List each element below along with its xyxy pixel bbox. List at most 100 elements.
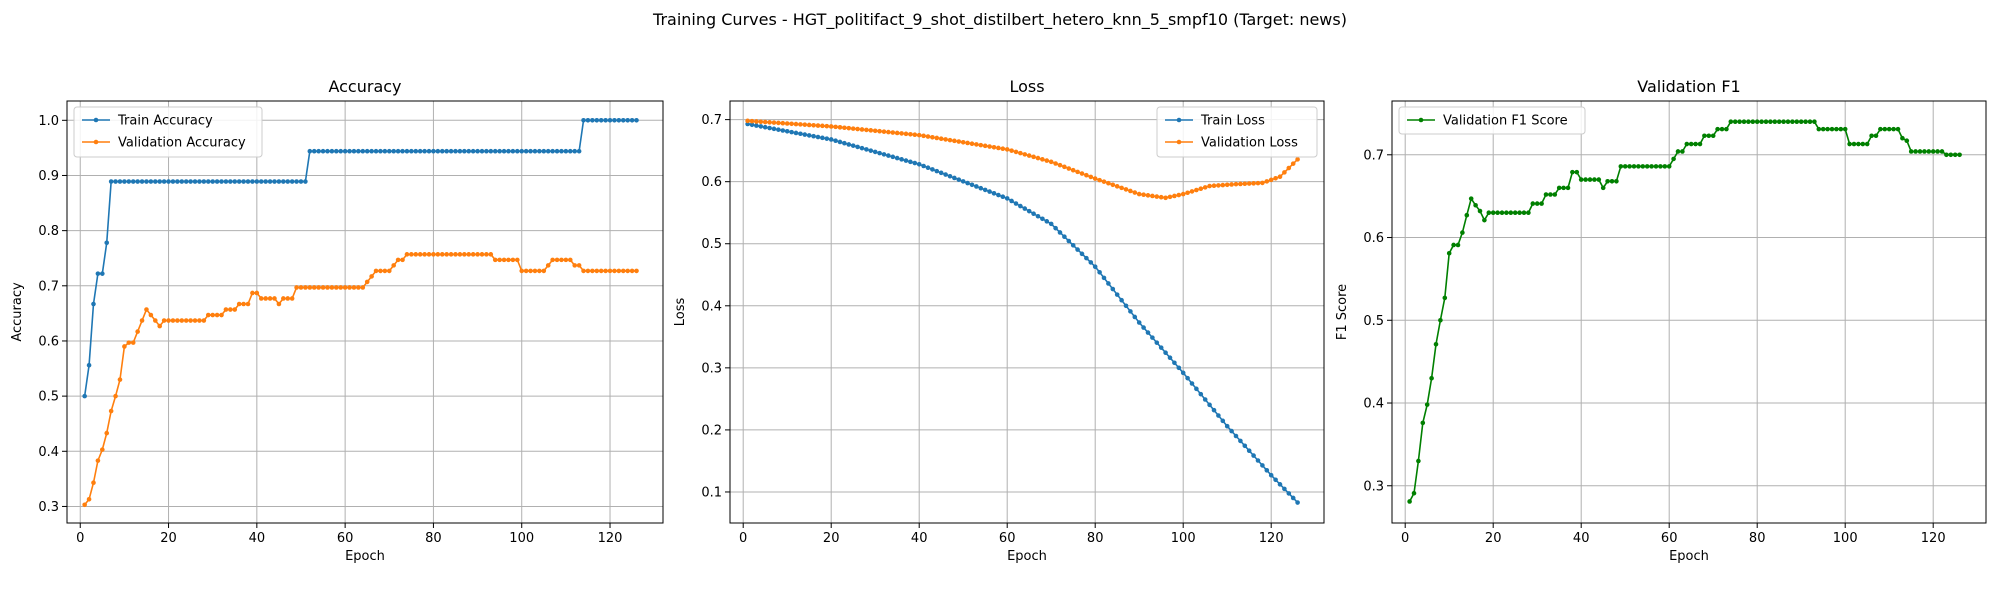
- data-point: [404, 252, 410, 257]
- data-point: [179, 179, 185, 184]
- data-point: [501, 257, 507, 263]
- data-point: [391, 263, 396, 268]
- data-point: [1917, 149, 1923, 154]
- data-point: [1057, 162, 1063, 168]
- data-point: [369, 274, 374, 279]
- data-point: [1926, 149, 1932, 154]
- data-point: [1106, 180, 1111, 186]
- data-point: [475, 148, 480, 154]
- data-point: [161, 179, 167, 184]
- y-tick-label: 0.7: [1363, 148, 1384, 163]
- data-point: [1600, 185, 1606, 191]
- data-point: [833, 138, 838, 144]
- data-point: [236, 179, 242, 184]
- legend-label: Train Accuracy: [117, 114, 213, 129]
- data-point: [334, 148, 339, 154]
- data-point: [1451, 242, 1456, 248]
- data-point: [1768, 119, 1773, 124]
- data-point: [250, 290, 255, 296]
- data-point: [594, 118, 600, 123]
- data-point: [545, 263, 551, 268]
- data-point: [585, 118, 591, 123]
- data-point: [550, 148, 555, 154]
- data-point: [978, 185, 984, 191]
- data-point: [1781, 119, 1786, 124]
- data-point: [784, 129, 790, 134]
- data-point: [1495, 210, 1500, 216]
- data-point: [294, 179, 299, 184]
- data-point: [1048, 159, 1054, 165]
- data-point: [1570, 169, 1575, 175]
- data-point: [382, 268, 388, 274]
- data-point: [285, 179, 291, 184]
- x-tick-label: 20: [1485, 531, 1502, 546]
- data-point: [192, 179, 198, 184]
- data-point: [798, 131, 803, 137]
- y-tick-label: 0.8: [38, 224, 59, 239]
- data-point: [1207, 183, 1212, 189]
- data-point: [1468, 196, 1474, 201]
- data-point: [519, 268, 525, 274]
- data-point: [386, 268, 392, 274]
- data-point: [572, 263, 578, 268]
- data-point: [965, 180, 970, 186]
- chart-panel-3: 0 20 40 60 80 100 120 0.3 0.4 0.5 0.6 0.7 Validation…: [1335, 77, 1987, 564]
- data-point: [360, 285, 366, 290]
- data-point: [1763, 119, 1769, 124]
- data-point: [431, 252, 436, 257]
- data-point: [890, 154, 896, 160]
- data-point: [532, 268, 538, 274]
- data-point: [528, 268, 533, 274]
- data-point: [1728, 119, 1734, 124]
- data-point: [1847, 141, 1852, 147]
- data-point: [281, 179, 286, 184]
- data-point: [1255, 458, 1261, 463]
- data-point: [802, 122, 808, 127]
- data-point: [616, 118, 622, 123]
- legend: Train Loss Validation Loss: [1156, 106, 1318, 158]
- data-point: [974, 184, 979, 189]
- data-point: [1574, 169, 1580, 175]
- data-point: [501, 148, 507, 154]
- data-point: [1636, 164, 1641, 169]
- data-point: [581, 118, 586, 123]
- data-point: [497, 148, 502, 154]
- data-point: [603, 268, 608, 274]
- data-point: [1119, 297, 1124, 303]
- chart-panel-1: 0 20 40 60 80 100 120 0.3 0.4 0.5 0.6 0.7 0.8 0.9 1.0 A…: [10, 77, 664, 564]
- data-point: [356, 148, 361, 154]
- data-point: [634, 268, 639, 274]
- x-axis-label: Epoch: [1669, 549, 1709, 564]
- data-point: [1040, 157, 1045, 162]
- x-tick-label: 120: [598, 531, 623, 546]
- data-point: [228, 307, 233, 312]
- data-point: [612, 118, 617, 123]
- data-point: [258, 296, 264, 301]
- data-point: [201, 318, 207, 323]
- data-point: [1706, 133, 1712, 139]
- data-point: [1851, 141, 1857, 147]
- data-point: [395, 257, 401, 263]
- data-point: [100, 447, 105, 452]
- data-point: [232, 307, 238, 312]
- data-point: [563, 148, 569, 154]
- data-point: [166, 179, 171, 184]
- x-axis-label: Epoch: [345, 549, 385, 564]
- data-point: [250, 179, 255, 184]
- data-point: [894, 155, 900, 161]
- data-point: [157, 323, 163, 329]
- legend: Validation F1 Score: [1398, 106, 1586, 135]
- data-point: [1508, 210, 1514, 216]
- data-point: [351, 285, 357, 290]
- data-point: [342, 148, 348, 154]
- data-point: [1900, 135, 1905, 141]
- data-point: [395, 148, 401, 154]
- y-tick-label: 0.3: [701, 361, 722, 376]
- legend-label: Validation F1 Score: [1443, 114, 1568, 129]
- data-point: [1530, 201, 1536, 206]
- data-point: [1834, 126, 1839, 132]
- data-point: [1273, 477, 1278, 483]
- data-point: [1407, 499, 1412, 504]
- data-point: [567, 257, 573, 263]
- data-point: [598, 118, 604, 123]
